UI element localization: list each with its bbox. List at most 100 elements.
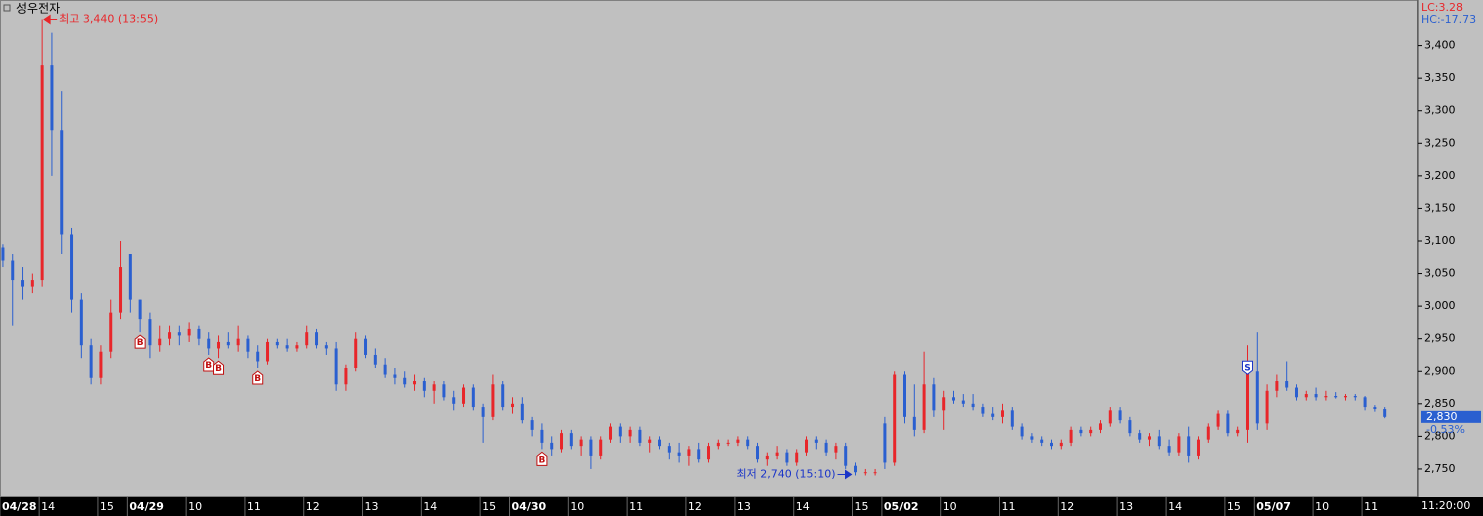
candle-body [462, 387, 466, 404]
y-tick-label: 2,750 [1424, 462, 1456, 475]
candle-body [99, 351, 103, 378]
candle-body [256, 351, 260, 362]
candle-body [207, 338, 211, 349]
candle-body [1187, 436, 1191, 456]
candle-body [40, 65, 44, 281]
candle-body [579, 439, 583, 447]
candle-body [1216, 413, 1220, 427]
x-tick-label: 11 [1001, 500, 1015, 513]
candle-body [1236, 429, 1240, 434]
candle-body [305, 332, 309, 346]
candle-body [1373, 407, 1377, 410]
candle-body [618, 426, 622, 437]
candle-body [1, 247, 5, 261]
candle-body [11, 260, 15, 281]
candle-body [511, 403, 515, 408]
candle-body [1343, 396, 1347, 398]
candle-body [912, 416, 916, 430]
y-tick-label: 3,350 [1424, 71, 1456, 84]
candle-body [148, 319, 152, 346]
x-tick-label: 14 [41, 500, 55, 513]
candle-body [177, 332, 181, 336]
candle-body [687, 449, 691, 456]
x-tick-label: 04/29 [129, 500, 164, 513]
candle-body [746, 439, 750, 447]
annotation-arrow [837, 469, 853, 480]
candle-body [60, 130, 64, 235]
candle-body [187, 328, 191, 336]
x-tick-label: 10 [1315, 500, 1329, 513]
candle-body [197, 328, 201, 339]
candle-body [726, 442, 730, 444]
candle-body [1030, 436, 1034, 440]
candle-body [1177, 436, 1181, 453]
candle-body [550, 442, 554, 450]
candle-body [834, 446, 838, 453]
candle-body [648, 439, 652, 443]
candle-body [119, 267, 123, 313]
x-tick-label: 15 [100, 500, 114, 513]
candle-body [471, 387, 475, 408]
signal-label: B [205, 361, 212, 371]
candle-body [1069, 429, 1073, 443]
candle-body [266, 341, 270, 362]
candle-body [158, 338, 162, 346]
candle-body [324, 345, 328, 349]
candle-body [334, 348, 338, 385]
candle-body [893, 374, 897, 463]
indicator: LC:3.28 [1421, 1, 1463, 14]
x-tick-label: 04/30 [512, 500, 547, 513]
y-tick-label: 2,850 [1424, 397, 1456, 410]
candle-body [736, 439, 740, 443]
candle-body [1010, 410, 1014, 427]
candle-body [1000, 410, 1004, 417]
candle-body [403, 377, 407, 385]
candle-body [1265, 390, 1269, 424]
x-tick-label: 12 [688, 500, 702, 513]
candle-body [1245, 371, 1249, 430]
candle-body [716, 442, 720, 447]
candle-body [109, 312, 113, 352]
y-tick-label: 3,100 [1424, 234, 1456, 247]
candle-body [1020, 426, 1024, 437]
candle-body [373, 354, 377, 365]
candle-body [1167, 446, 1171, 453]
candle-body [667, 446, 671, 453]
candle-body [540, 429, 544, 443]
candle-body [981, 407, 985, 414]
y-tick-label: 3,000 [1424, 299, 1456, 312]
signal-label: B [254, 374, 261, 384]
candle-body [79, 299, 83, 346]
candle-body [599, 439, 603, 456]
candle-body [315, 332, 319, 346]
candle-body [873, 472, 877, 474]
candle-body [785, 452, 789, 463]
candle-body [168, 332, 172, 339]
candle-body [1294, 387, 1298, 398]
candle-body [628, 429, 632, 437]
signal-marker [536, 451, 548, 466]
candle-body [932, 384, 936, 411]
candle-body [226, 341, 230, 346]
x-tick-label: 15 [855, 500, 869, 513]
y-tick-label: 3,050 [1424, 267, 1456, 280]
candle-body [795, 452, 799, 463]
candle-body [1324, 396, 1328, 398]
candle-body [922, 384, 926, 430]
candle-body [452, 397, 456, 404]
x-tick-label: 12 [306, 500, 320, 513]
candle-body [236, 338, 240, 346]
candle-body [1138, 433, 1142, 440]
signal-marker [252, 370, 264, 385]
candle-body [432, 384, 436, 391]
candle-body [863, 472, 867, 474]
candle-body [1147, 436, 1151, 440]
candle-body [364, 338, 368, 355]
candle-body [1226, 413, 1230, 434]
candle-body [354, 338, 358, 368]
candle-body [1059, 442, 1063, 447]
x-axis-band [0, 497, 1483, 516]
candle-body [138, 299, 142, 320]
x-tick-label: 15 [1227, 500, 1241, 513]
candle-body [1118, 410, 1122, 421]
